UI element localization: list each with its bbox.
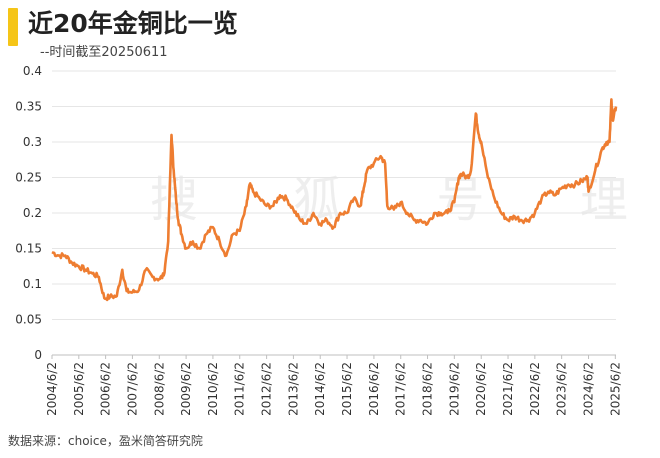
x-tick-label: 2005/6/2 (72, 362, 86, 416)
chart-subtitle: --时间截至20250611 (40, 45, 168, 60)
chart-title: 近20年金铜比一览 (28, 9, 238, 38)
x-axis: 2004/6/2 2005/6/2 2006/6/2 2007/6/2 2008/6/2… (45, 354, 622, 416)
series-line (51, 98, 618, 302)
x-tick-label: 2024/6/2 (582, 362, 596, 416)
x-tick-label: 2004/6/2 (45, 362, 59, 416)
y-tick-label: 0.1 (23, 277, 42, 291)
title-accent-bar (8, 8, 18, 46)
x-tick-label: 2009/6/2 (179, 362, 193, 416)
y-tick-label: 0.25 (15, 171, 42, 185)
x-tick-label: 2006/6/2 (99, 362, 113, 416)
y-tick-label: 0.05 (15, 313, 42, 327)
x-tick-label: 2011/6/2 (233, 362, 247, 416)
x-tick-label: 2014/6/2 (313, 362, 327, 416)
x-tick-label: 2021/6/2 (501, 362, 515, 416)
x-tick-label: 2012/6/2 (260, 362, 274, 416)
x-tick-label: 2018/6/2 (421, 362, 435, 416)
x-tick-label: 2013/6/2 (286, 362, 300, 416)
x-tick-label: 2023/6/2 (555, 362, 569, 416)
y-tick-label: 0.35 (15, 100, 42, 114)
y-tick-label: 0.2 (23, 206, 42, 220)
x-tick-label: 2008/6/2 (152, 362, 166, 416)
x-tick-label: 2007/6/2 (125, 362, 139, 416)
data-source-note: 数据来源：choice，盈米简答研究院 (8, 434, 203, 448)
x-tick-label: 2015/6/2 (340, 362, 354, 416)
x-tick-label: 2010/6/2 (206, 362, 220, 416)
x-tick-label: 2019/6/2 (447, 362, 461, 416)
y-tick-label: 0.15 (15, 242, 42, 256)
x-tick-label: 2016/6/2 (367, 362, 381, 416)
x-tick-label: 2020/6/2 (474, 362, 488, 416)
y-tick-label: 0 (34, 348, 42, 362)
gridlines (52, 70, 616, 320)
y-tick-label: 0.4 (23, 64, 42, 78)
y-axis: 0 0.05 0.1 0.15 0.2 0.25 0.3 0.35 0.4 (15, 64, 42, 362)
x-tick-label: 2025/6/2 (608, 362, 622, 416)
x-tick-label: 2017/6/2 (394, 362, 408, 416)
y-tick-label: 0.3 (23, 135, 42, 149)
watermark: 搜 狐 号 理 (150, 172, 660, 228)
series-layer (51, 98, 618, 302)
x-tick-label: 2022/6/2 (528, 362, 542, 416)
